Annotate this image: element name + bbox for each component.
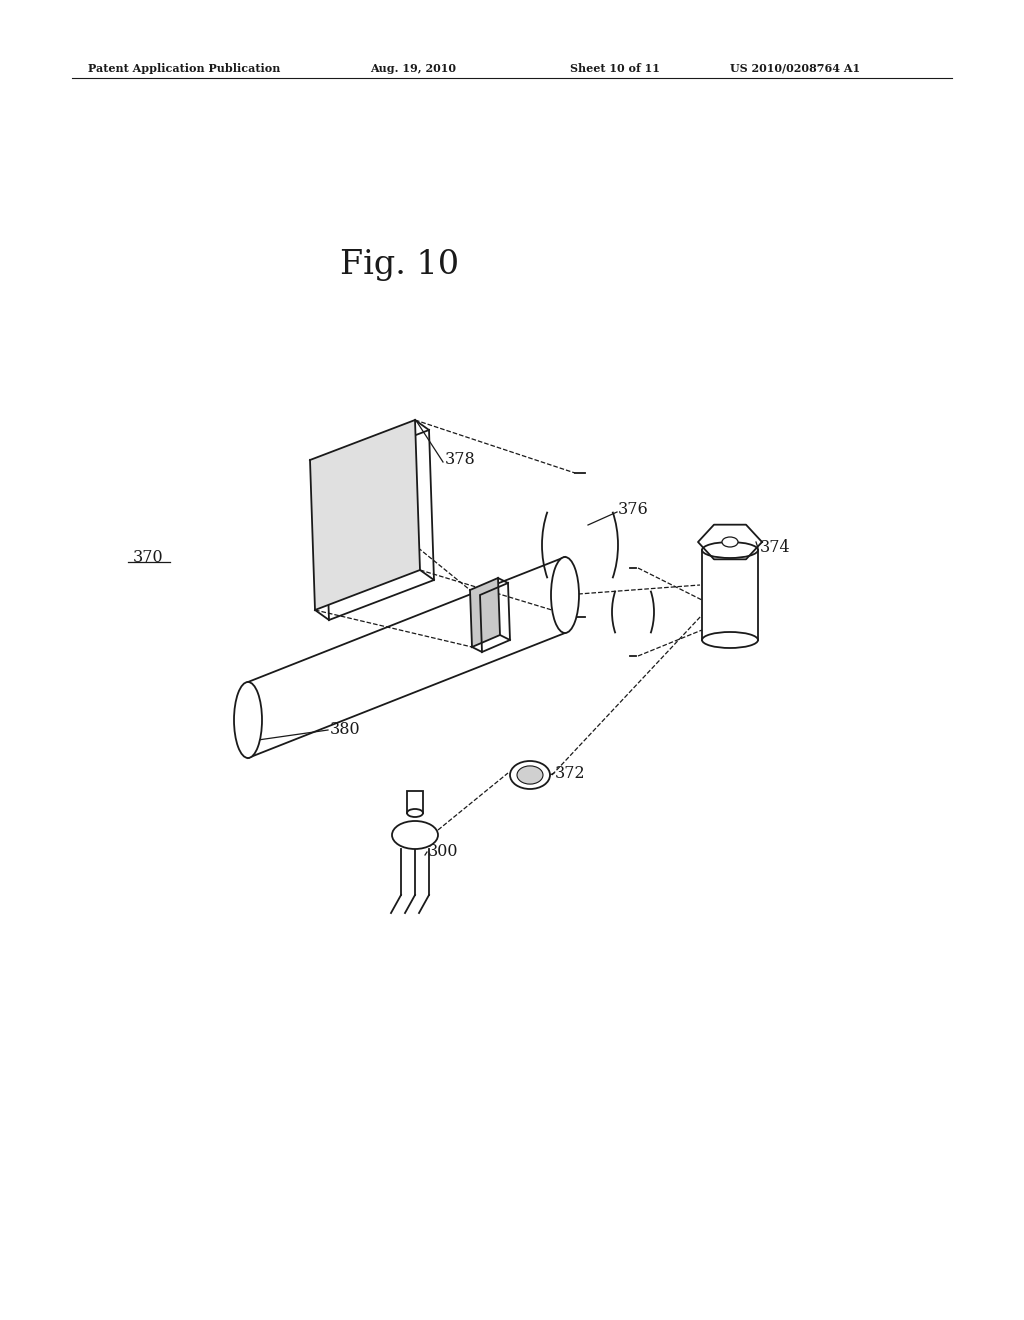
Text: 380: 380 — [330, 722, 360, 738]
Text: 374: 374 — [760, 540, 791, 557]
Text: 378: 378 — [445, 451, 476, 469]
Text: Sheet 10 of 11: Sheet 10 of 11 — [570, 62, 659, 74]
Ellipse shape — [407, 809, 423, 817]
Ellipse shape — [234, 682, 262, 758]
Polygon shape — [310, 420, 420, 610]
Text: US 2010/0208764 A1: US 2010/0208764 A1 — [730, 62, 860, 74]
Ellipse shape — [722, 537, 738, 546]
Bar — [702, 550, 758, 640]
Polygon shape — [470, 578, 500, 647]
Ellipse shape — [517, 766, 543, 784]
Text: 300: 300 — [428, 843, 459, 861]
Text: 376: 376 — [618, 502, 649, 519]
Ellipse shape — [392, 821, 438, 849]
Text: 370: 370 — [133, 549, 163, 566]
Ellipse shape — [551, 557, 579, 634]
Text: Aug. 19, 2010: Aug. 19, 2010 — [370, 62, 456, 74]
Ellipse shape — [510, 762, 550, 789]
Ellipse shape — [702, 543, 758, 558]
Text: Fig. 10: Fig. 10 — [340, 249, 459, 281]
Ellipse shape — [702, 632, 758, 648]
Text: 372: 372 — [555, 764, 586, 781]
Text: Patent Application Publication: Patent Application Publication — [88, 62, 281, 74]
Bar — [407, 791, 423, 813]
